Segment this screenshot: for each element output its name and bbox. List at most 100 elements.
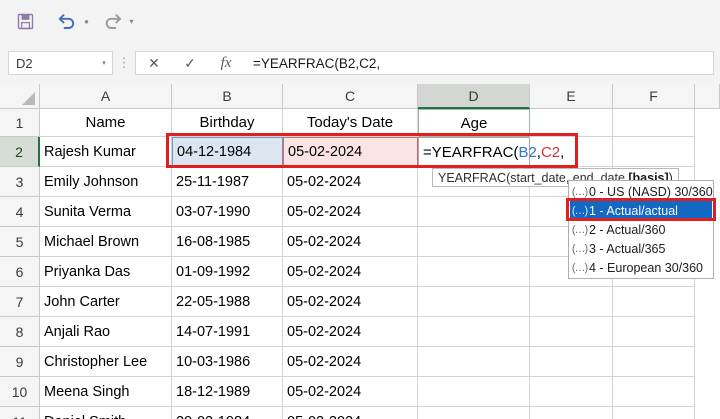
cell-b11[interactable]: 29-02-1984 bbox=[172, 407, 283, 419]
cell-d5[interactable] bbox=[418, 227, 530, 257]
cell-d8[interactable] bbox=[418, 317, 530, 347]
enter-icon[interactable]: ✓ bbox=[184, 54, 196, 71]
argument-icon: (…) bbox=[571, 223, 588, 236]
cell-b3[interactable]: 25-11-1987 bbox=[172, 167, 283, 197]
select-all-triangle-icon bbox=[22, 92, 35, 105]
cell-b4[interactable]: 03-07-1990 bbox=[172, 197, 283, 227]
cell-d2-editing[interactable]: =YEARFRAC(B2, C2, bbox=[418, 137, 564, 167]
autocomplete-option-0[interactable]: (…) 0 - US (NASD) 30/360 bbox=[570, 182, 713, 201]
cell-b6[interactable]: 01-09-1992 bbox=[172, 257, 283, 287]
cell-b7[interactable]: 22-05-1988 bbox=[172, 287, 283, 317]
cell-d6[interactable] bbox=[418, 257, 530, 287]
cell-d11[interactable] bbox=[418, 407, 530, 419]
cell-c4[interactable]: 05-02-2024 bbox=[283, 197, 418, 227]
autocomplete-option-1[interactable]: (…) 1 - Actual/actual bbox=[570, 201, 712, 220]
cell-e7[interactable] bbox=[530, 287, 613, 317]
row-header-6[interactable]: 6 bbox=[0, 257, 40, 287]
row-header-2[interactable]: 2 bbox=[0, 137, 40, 167]
cell-b10[interactable]: 18-12-1989 bbox=[172, 377, 283, 407]
formula-arg-b2: B2 bbox=[518, 143, 537, 161]
formula-input[interactable]: =YEARFRAC(B2,C2, bbox=[244, 51, 714, 75]
cell-a9[interactable]: Christopher Lee bbox=[40, 347, 172, 377]
cell-a3[interactable]: Emily Johnson bbox=[40, 167, 172, 197]
select-all-corner[interactable] bbox=[0, 84, 40, 109]
cell-c8[interactable]: 05-02-2024 bbox=[283, 317, 418, 347]
cell-c10[interactable]: 05-02-2024 bbox=[283, 377, 418, 407]
cell-a4[interactable]: Sunita Verma bbox=[40, 197, 172, 227]
cell-d10[interactable] bbox=[418, 377, 530, 407]
cancel-icon[interactable]: ✕ bbox=[148, 54, 160, 71]
cell-c3[interactable]: 05-02-2024 bbox=[283, 167, 418, 197]
argument-icon: (…) bbox=[571, 242, 588, 255]
cell-f8[interactable] bbox=[613, 317, 695, 347]
autocomplete-option-label: 0 - US (NASD) 30/360 bbox=[589, 184, 713, 199]
cell-c7[interactable]: 05-02-2024 bbox=[283, 287, 418, 317]
cell-a6[interactable]: Priyanka Das bbox=[40, 257, 172, 287]
row-header-5[interactable]: 5 bbox=[0, 227, 40, 257]
cell-a2[interactable]: Rajesh Kumar bbox=[40, 137, 172, 167]
cell-e9[interactable] bbox=[530, 347, 613, 377]
undo-dropdown-caret[interactable]: ● bbox=[84, 16, 89, 26]
cell-c11[interactable]: 05-02-2024 bbox=[283, 407, 418, 419]
row-header-9[interactable]: 9 bbox=[0, 347, 40, 377]
worksheet-grid[interactable]: A B C D E F 1 2 3 4 5 6 7 8 9 10 11 Name… bbox=[0, 84, 720, 419]
row-header-3[interactable]: 3 bbox=[0, 167, 40, 197]
cell-b9[interactable]: 10-03-1986 bbox=[172, 347, 283, 377]
quick-access-toolbar: ● ▾ bbox=[0, 0, 720, 42]
cell-a1[interactable]: Name bbox=[40, 109, 172, 137]
autocomplete-option-2[interactable]: (…) 2 - Actual/360 bbox=[570, 220, 712, 239]
formula-bar-separator: ⋮ bbox=[117, 55, 131, 70]
row-header-11[interactable]: 11 bbox=[0, 407, 40, 419]
row-header-10[interactable]: 10 bbox=[0, 377, 40, 407]
cell-a10[interactable]: Meena Singh bbox=[40, 377, 172, 407]
cell-f1[interactable] bbox=[613, 109, 695, 137]
cell-d4[interactable] bbox=[418, 197, 530, 227]
insert-function-icon[interactable]: fx bbox=[220, 54, 232, 71]
undo-icon[interactable] bbox=[52, 6, 82, 36]
cell-a7[interactable]: John Carter bbox=[40, 287, 172, 317]
cell-a11[interactable]: Daniel Smith bbox=[40, 407, 172, 419]
name-box[interactable]: D2 ▾ bbox=[8, 51, 113, 75]
row-header-4[interactable]: 4 bbox=[0, 197, 40, 227]
cell-f9[interactable] bbox=[613, 347, 695, 377]
cell-b2[interactable]: 04-12-1984 bbox=[172, 137, 283, 167]
autocomplete-option-4[interactable]: (…) 4 - European 30/360 bbox=[570, 258, 712, 277]
autocomplete-dropdown[interactable]: (…) 0 - US (NASD) 30/360 (…) 1 - Actual/… bbox=[568, 180, 714, 279]
cell-a8[interactable]: Anjali Rao bbox=[40, 317, 172, 347]
cell-e1[interactable] bbox=[530, 109, 613, 137]
cell-b8[interactable]: 14-07-1991 bbox=[172, 317, 283, 347]
column-header-d[interactable]: D bbox=[418, 84, 530, 109]
cell-a5[interactable]: Michael Brown bbox=[40, 227, 172, 257]
save-icon[interactable] bbox=[8, 6, 42, 36]
cell-d7[interactable] bbox=[418, 287, 530, 317]
cell-c2[interactable]: 05-02-2024 bbox=[283, 137, 418, 167]
redo-dropdown-caret[interactable]: ▾ bbox=[129, 16, 134, 26]
cell-b5[interactable]: 16-08-1985 bbox=[172, 227, 283, 257]
column-header-e[interactable]: E bbox=[530, 84, 613, 109]
name-box-caret-icon[interactable]: ▾ bbox=[102, 60, 106, 67]
column-header-a[interactable]: A bbox=[40, 84, 172, 109]
column-header-b[interactable]: B bbox=[172, 84, 283, 109]
redo-icon[interactable] bbox=[97, 6, 127, 36]
column-header-f[interactable]: F bbox=[613, 84, 695, 109]
cell-c6[interactable]: 05-02-2024 bbox=[283, 257, 418, 287]
cell-c1[interactable]: Today's Date bbox=[283, 109, 418, 137]
row-header-8[interactable]: 8 bbox=[0, 317, 40, 347]
cell-e10[interactable] bbox=[530, 377, 613, 407]
cell-f10[interactable] bbox=[613, 377, 695, 407]
row-header-1[interactable]: 1 bbox=[0, 109, 40, 137]
cell-c5[interactable]: 05-02-2024 bbox=[283, 227, 418, 257]
cell-f2[interactable] bbox=[613, 137, 695, 167]
column-header-c[interactable]: C bbox=[283, 84, 418, 109]
autocomplete-option-3[interactable]: (…) 3 - Actual/365 bbox=[570, 239, 712, 258]
column-header-g[interactable] bbox=[695, 84, 720, 109]
cell-c9[interactable]: 05-02-2024 bbox=[283, 347, 418, 377]
cell-d9[interactable] bbox=[418, 347, 530, 377]
cell-f7[interactable] bbox=[613, 287, 695, 317]
cell-f11[interactable] bbox=[613, 407, 695, 419]
cell-e8[interactable] bbox=[530, 317, 613, 347]
row-header-7[interactable]: 7 bbox=[0, 287, 40, 317]
cell-e11[interactable] bbox=[530, 407, 613, 419]
cell-d1[interactable]: Age bbox=[418, 109, 530, 137]
cell-b1[interactable]: Birthday bbox=[172, 109, 283, 137]
